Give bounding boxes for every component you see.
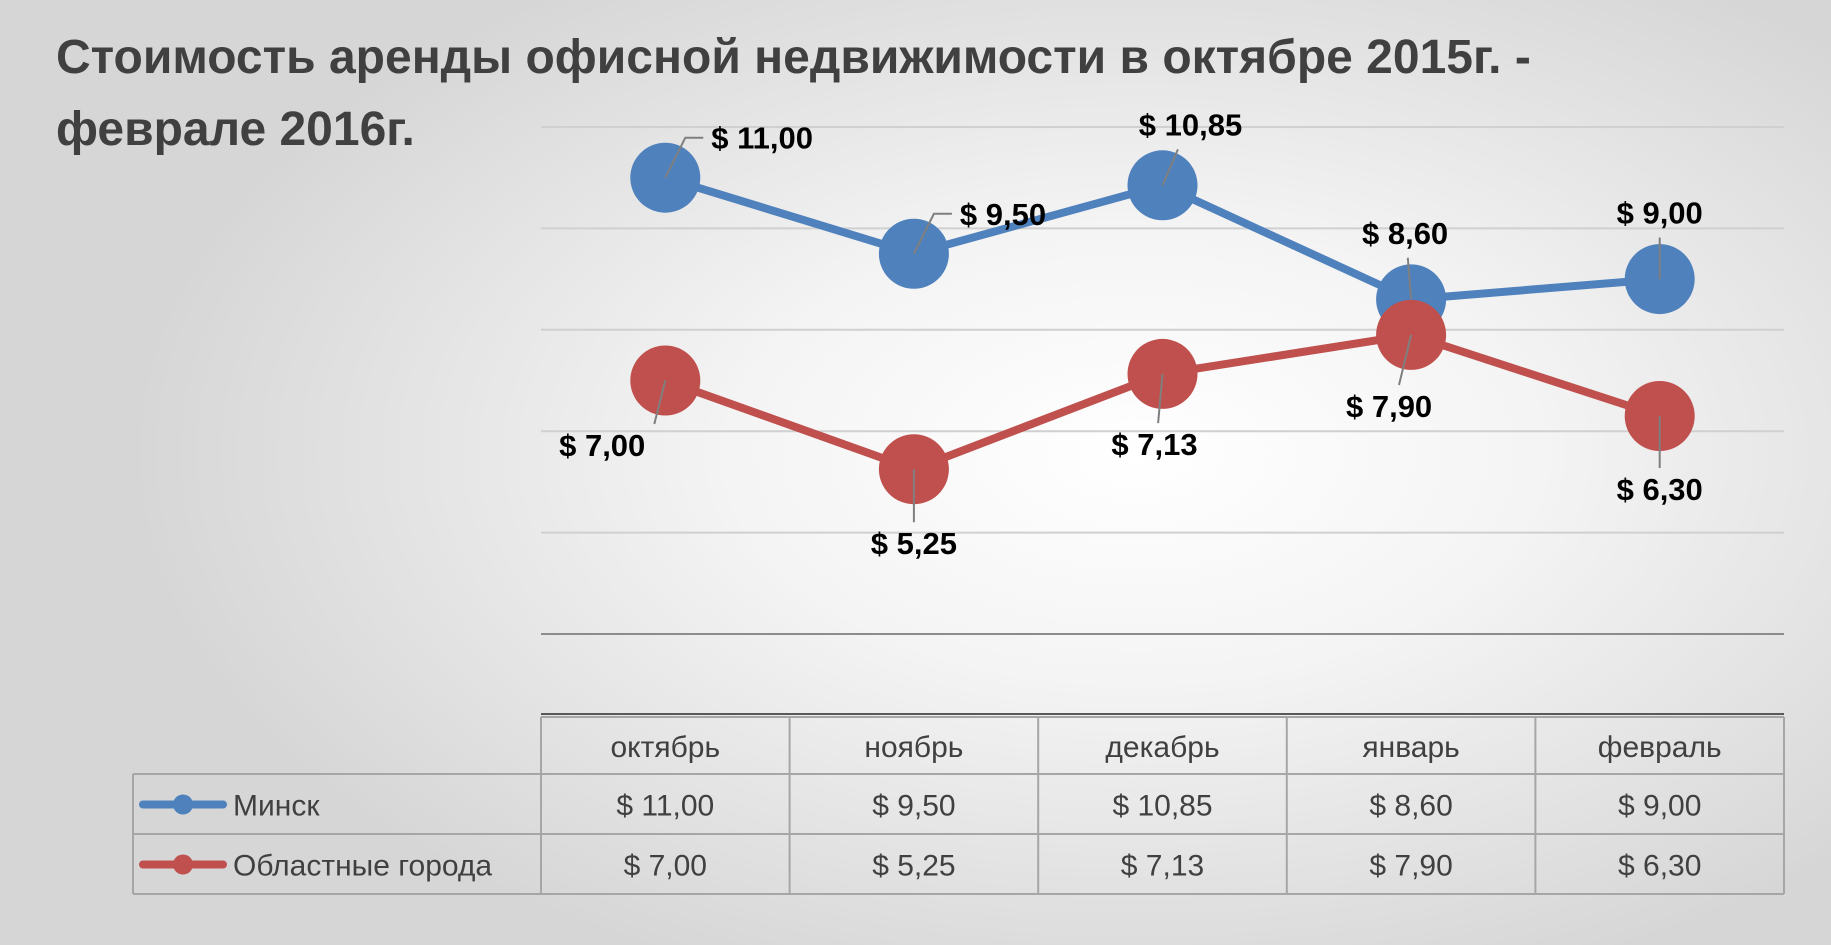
leader-line (664, 136, 704, 179)
category-label: январь (1362, 731, 1459, 764)
data-label: $ 10,85 (1139, 107, 1242, 142)
data-label: $ 5,25 (871, 526, 957, 561)
leader-line (1161, 149, 1179, 186)
table-cell: $ 11,00 (616, 790, 714, 823)
legend-marker (173, 794, 193, 815)
category-label: октябрь (610, 731, 720, 764)
category-label: февраль (1598, 731, 1722, 764)
table-cell: $ 7,00 (624, 850, 707, 883)
legend-marker (173, 854, 193, 875)
data-label: $ 7,00 (559, 428, 645, 463)
data-labels: $ 11,00 $ 9,50 $ 10,85 $ 8,60 $ 9,00 $ 7,00 $ … (559, 107, 1703, 561)
chart-title: Стоимость аренды офисной недвижимости в … (56, 31, 1531, 156)
table-cell: $ 6,30 (1618, 850, 1701, 883)
legend-label: Областные города (233, 850, 492, 883)
data-label: $ 8,60 (1362, 216, 1448, 251)
data-label: $ 7,90 (1346, 389, 1432, 424)
table-cell: $ 8,60 (1369, 790, 1452, 823)
legend-label: Минск (233, 790, 320, 823)
table-cell: $ 5,25 (872, 850, 955, 883)
leader-line (913, 212, 952, 255)
data-label: $ 9,50 (960, 197, 1046, 232)
table-cell: $ 9,00 (1618, 790, 1701, 823)
data-label: $ 7,13 (1111, 427, 1197, 462)
data-label: $ 9,00 (1617, 196, 1703, 231)
table-cell: $ 7,90 (1369, 850, 1452, 883)
leader-line (1157, 373, 1164, 424)
leader-line (653, 380, 667, 425)
category-label: декабрь (1105, 731, 1219, 764)
gridlines (541, 126, 1784, 635)
data-label: $ 6,30 (1617, 472, 1703, 507)
category-label: ноябрь (864, 731, 963, 764)
leader-line (1406, 257, 1413, 300)
table-cell: $ 7,13 (1121, 850, 1204, 883)
table-cell: $ 10,85 (1112, 790, 1212, 823)
table-cell: $ 9,50 (872, 790, 955, 823)
leader-line (1398, 334, 1413, 386)
data-table: октябрь ноябрь декабрь январь февраль Минск $ … (132, 713, 1785, 895)
data-label: $ 11,00 (711, 121, 813, 156)
